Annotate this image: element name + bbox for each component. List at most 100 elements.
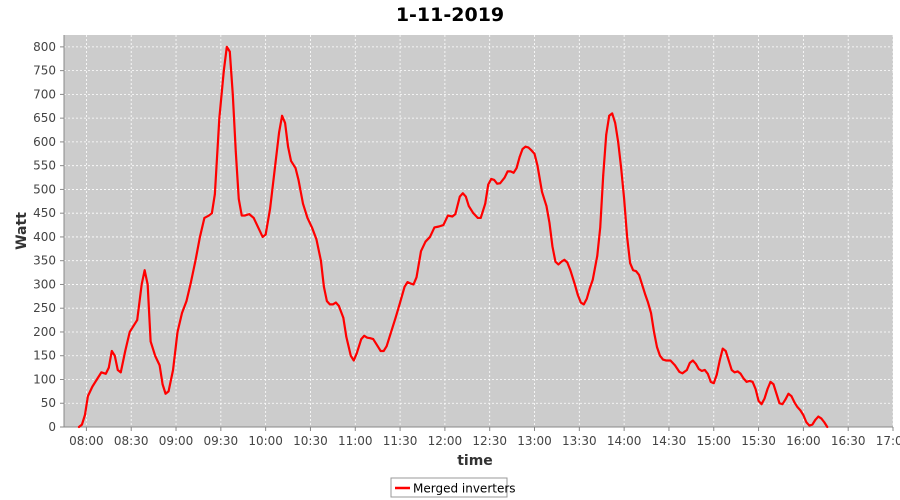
data-point — [124, 350, 127, 352]
y-tick-label: 300 — [33, 277, 56, 291]
data-point — [355, 352, 358, 355]
data-point — [503, 176, 506, 179]
data-point — [243, 214, 246, 217]
data-point — [376, 345, 379, 348]
data-point — [237, 198, 240, 200]
data-point — [554, 260, 557, 263]
data-point — [213, 193, 216, 196]
data-point — [252, 217, 255, 219]
data-point — [515, 167, 518, 169]
chart-title: 1-11-2019 — [396, 4, 504, 26]
data-point — [787, 392, 790, 395]
x-tick-label: 08:30 — [114, 434, 149, 448]
data-point — [757, 399, 760, 402]
data-point — [476, 217, 479, 219]
data-point — [730, 369, 733, 371]
data-point — [551, 245, 554, 248]
data-point — [678, 370, 681, 373]
data-point — [585, 297, 588, 300]
data-point — [172, 369, 174, 371]
y-tick-label: 250 — [33, 301, 56, 315]
data-point — [369, 337, 372, 340]
data-point — [739, 372, 742, 375]
data-point — [284, 122, 286, 124]
data-point — [823, 421, 826, 424]
data-point — [521, 148, 524, 150]
x-tick-label: 17:00 — [876, 434, 900, 448]
data-point — [91, 385, 94, 388]
y-tick-label: 600 — [33, 135, 56, 149]
data-point — [793, 401, 796, 404]
data-point — [638, 274, 640, 276]
data-point — [128, 331, 131, 333]
data-point — [766, 388, 769, 390]
data-point — [703, 369, 706, 371]
data-point — [742, 377, 745, 380]
data-point — [278, 131, 280, 134]
data-point — [379, 350, 382, 352]
y-tick-label: 350 — [33, 254, 56, 268]
y-tick-label: 400 — [33, 230, 56, 244]
data-point — [210, 212, 213, 215]
data-point — [697, 368, 700, 370]
x-tick-label: 09:30 — [204, 434, 239, 448]
data-point — [136, 319, 139, 321]
data-point — [582, 303, 585, 306]
data-point — [536, 164, 539, 167]
data-point — [311, 226, 313, 229]
data-point — [199, 236, 201, 238]
data-point — [817, 415, 820, 418]
data-point — [509, 170, 512, 173]
data-point — [185, 300, 188, 302]
data-point — [632, 269, 634, 272]
data-point — [499, 182, 502, 185]
data-point — [706, 372, 709, 375]
x-tick-label: 11:00 — [338, 434, 373, 448]
x-tick-label: 15:00 — [696, 434, 731, 448]
data-point — [176, 331, 179, 333]
data-point — [484, 202, 487, 205]
data-point — [161, 383, 164, 386]
data-point — [337, 304, 340, 307]
legend-box — [390, 477, 508, 498]
data-point — [512, 171, 515, 174]
data-point — [131, 326, 134, 329]
data-point — [662, 358, 664, 361]
data-point — [650, 312, 652, 314]
data-point — [579, 301, 582, 304]
data-point — [700, 370, 703, 372]
data-point — [281, 114, 283, 117]
data-point — [560, 260, 563, 263]
data-point — [146, 283, 149, 286]
y-tick-label: 800 — [33, 40, 56, 54]
data-point — [623, 198, 626, 200]
y-tick-label: 750 — [33, 64, 56, 78]
data-point — [769, 380, 772, 383]
data-point — [808, 424, 811, 427]
data-point — [487, 183, 490, 186]
data-point — [688, 361, 691, 364]
data-point — [694, 362, 697, 365]
x-tick-label: 10:00 — [248, 434, 283, 448]
data-point — [557, 263, 560, 266]
data-point — [635, 270, 637, 273]
data-point — [796, 406, 799, 408]
data-point — [181, 312, 183, 314]
data-point — [745, 380, 748, 383]
data-point — [412, 283, 415, 286]
data-point — [248, 213, 251, 216]
data-point — [721, 347, 724, 350]
data-point — [629, 262, 632, 264]
legend-label: Merged inverters — [413, 482, 516, 496]
data-point — [641, 283, 643, 286]
data-point — [479, 217, 482, 219]
data-point — [257, 226, 260, 229]
data-point — [345, 335, 348, 338]
data-point — [748, 380, 751, 382]
data-point — [653, 331, 655, 333]
data-point — [591, 278, 594, 281]
data-point — [467, 205, 470, 207]
data-point — [733, 371, 736, 374]
legend: Merged inverters — [390, 477, 516, 498]
data-point — [100, 371, 103, 374]
